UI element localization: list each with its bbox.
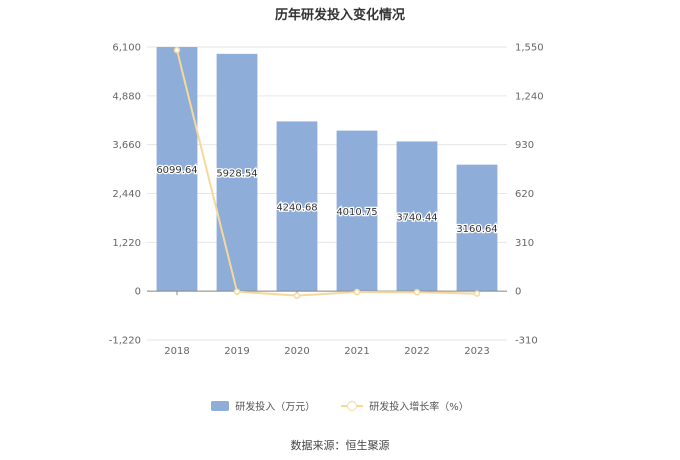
bar-data-label: 3160.64 xyxy=(456,224,497,235)
growth-point xyxy=(413,288,421,296)
legend-line-label: 研发投入增长率（%） xyxy=(369,402,469,413)
bar xyxy=(396,141,438,292)
growth-line xyxy=(176,49,478,297)
bar xyxy=(156,47,198,292)
bar-data-label: 4010.75 xyxy=(336,207,377,218)
bar xyxy=(276,121,318,292)
y-right-tick-label: 1,240 xyxy=(515,91,544,102)
x-tick-label: 2019 xyxy=(224,346,249,357)
y-left-tick-label: 0 xyxy=(135,287,141,298)
x-tick-label: 2021 xyxy=(344,346,369,357)
growth-point xyxy=(473,290,481,297)
y-left-tick-label: 4,880 xyxy=(112,91,141,102)
growth-point xyxy=(173,46,181,54)
legend-bar-swatch xyxy=(211,400,230,411)
y-left-tick-label: 3,660 xyxy=(112,140,141,151)
y-right-tick-label: -310 xyxy=(515,336,538,347)
growth-point xyxy=(233,288,241,295)
y-left-tick-label: 1,220 xyxy=(112,238,141,249)
legend-bar-label: 研发投入（万元） xyxy=(235,402,316,413)
legend-item-line[interactable]: 研发投入增长率（%） xyxy=(341,398,469,413)
x-tick-label: 2020 xyxy=(284,346,309,357)
bar-data-label: 5928.54 xyxy=(216,169,257,180)
growth-point xyxy=(293,292,301,299)
bar xyxy=(456,164,498,292)
y-left-tick-label: -1,220 xyxy=(109,336,141,347)
x-tick-label: 2022 xyxy=(404,346,429,357)
x-tick-label: 2023 xyxy=(464,346,489,357)
y-right-tick-label: 930 xyxy=(515,140,534,151)
y-left-tick-label: 2,440 xyxy=(112,189,141,200)
bar-data-label: 4240.68 xyxy=(276,202,317,213)
bar-data-label: 3740.44 xyxy=(396,212,437,223)
y-right-tick-label: 620 xyxy=(515,189,534,200)
growth-point xyxy=(353,288,361,296)
chart-title: 历年研发投入变化情况 xyxy=(274,8,405,23)
y-right-tick-label: 1,550 xyxy=(515,43,544,54)
bar-data-label: 6099.64 xyxy=(156,165,197,176)
chart-legend: 研发投入（万元） 研发投入增长率（%） xyxy=(0,398,680,413)
bar xyxy=(336,130,378,292)
y-right-tick-label: 0 xyxy=(515,287,521,298)
legend-item-bar[interactable]: 研发投入（万元） xyxy=(211,398,315,413)
data-source-note: 数据来源：恒生聚源 xyxy=(290,439,390,452)
legend-line-swatch xyxy=(341,400,364,411)
y-right-tick-label: 310 xyxy=(515,238,534,249)
bar xyxy=(216,53,258,292)
x-tick-label: 2018 xyxy=(164,346,189,357)
y-left-tick-label: 6,100 xyxy=(112,43,141,54)
